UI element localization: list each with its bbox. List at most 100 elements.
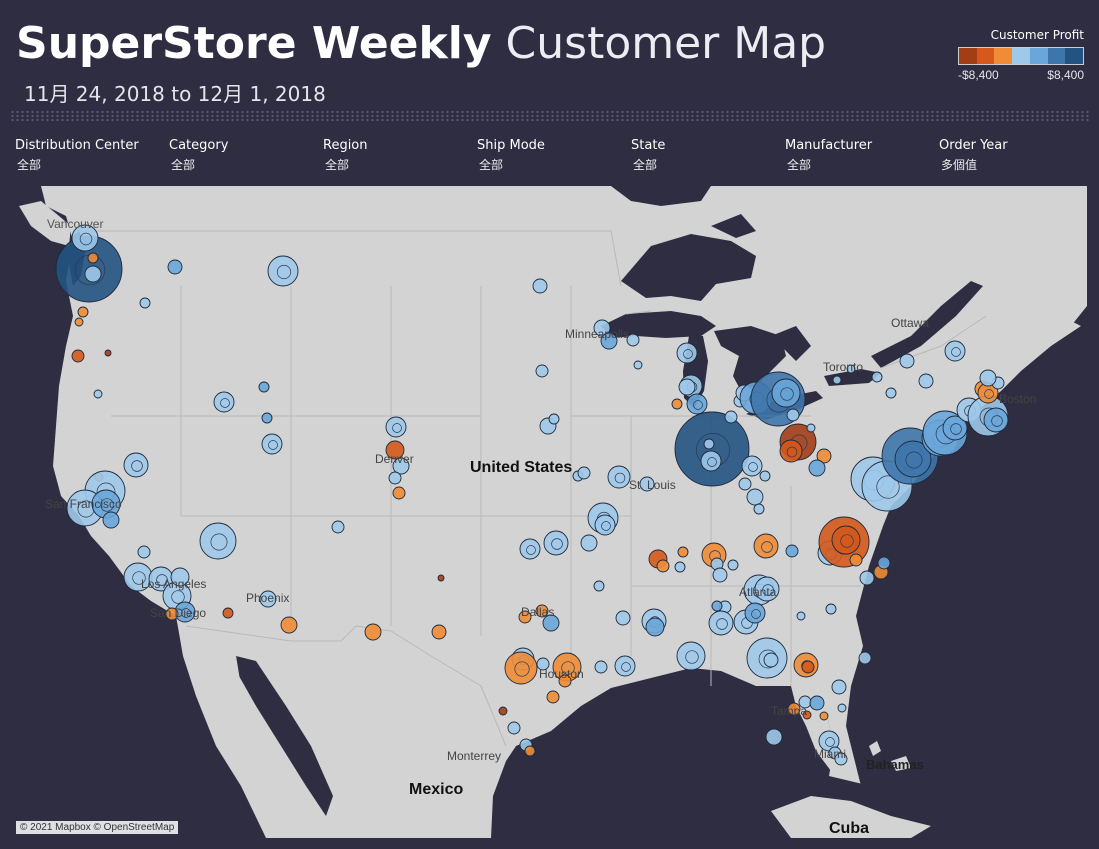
customer-circle[interactable] bbox=[594, 660, 608, 674]
customer-circle[interactable] bbox=[785, 544, 799, 558]
customer-circle[interactable] bbox=[944, 340, 966, 362]
customer-circle[interactable] bbox=[519, 538, 541, 560]
customer-circle[interactable] bbox=[796, 611, 806, 621]
customer-circle[interactable] bbox=[832, 375, 842, 385]
customer-circle[interactable] bbox=[700, 450, 722, 472]
customer-circle[interactable] bbox=[674, 561, 686, 573]
customer-circle[interactable] bbox=[808, 459, 826, 477]
customer-circle[interactable] bbox=[385, 440, 405, 460]
filter-ship-mode[interactable]: Ship Mode 全部 bbox=[477, 138, 617, 173]
customer-circle[interactable] bbox=[676, 641, 706, 671]
customer-circle[interactable] bbox=[753, 503, 765, 515]
customer-circle[interactable] bbox=[331, 520, 345, 534]
customer-circle[interactable] bbox=[837, 703, 847, 713]
customer-circle[interactable] bbox=[261, 412, 273, 424]
customer-circle[interactable] bbox=[102, 511, 120, 529]
customer-circle[interactable] bbox=[165, 607, 179, 621]
customer-circle[interactable] bbox=[846, 364, 856, 374]
customer-circle[interactable] bbox=[137, 545, 151, 559]
customer-circle[interactable] bbox=[819, 711, 829, 721]
customer-circle[interactable] bbox=[593, 580, 605, 592]
filter-value[interactable]: 全部 bbox=[171, 158, 196, 172]
customer-circle[interactable] bbox=[656, 559, 670, 573]
filter-region[interactable]: Region 全部 bbox=[323, 138, 463, 173]
customer-circle[interactable] bbox=[858, 651, 872, 665]
filter-value[interactable]: 全部 bbox=[17, 158, 42, 172]
customer-circle[interactable] bbox=[894, 440, 932, 478]
customer-circle[interactable] bbox=[123, 452, 149, 478]
customer-circle[interactable] bbox=[507, 721, 521, 735]
customer-circle[interactable] bbox=[942, 415, 968, 441]
customer-circle[interactable] bbox=[831, 679, 847, 695]
customer-circle[interactable] bbox=[633, 360, 643, 370]
customer-circle[interactable] bbox=[802, 710, 812, 720]
customer-circle[interactable] bbox=[548, 413, 560, 425]
customer-circle[interactable] bbox=[831, 525, 861, 555]
customer-circle[interactable] bbox=[498, 706, 508, 716]
customer-circle[interactable] bbox=[771, 378, 801, 408]
filter-value[interactable]: 全部 bbox=[787, 158, 812, 172]
customer-map[interactable]: United States Mexico Cuba Bahamas Vancou… bbox=[11, 186, 1087, 838]
filter-distribution-center[interactable]: Distribution Center 全部 bbox=[15, 138, 155, 173]
customer-circle[interactable] bbox=[639, 476, 655, 492]
customer-circle[interactable] bbox=[87, 252, 99, 264]
customer-circle[interactable] bbox=[267, 255, 299, 287]
customer-circle[interactable] bbox=[816, 448, 832, 464]
customer-circles[interactable] bbox=[55, 224, 1009, 766]
customer-circle[interactable] bbox=[437, 574, 445, 582]
customer-circle[interactable] bbox=[674, 411, 750, 487]
customer-circle[interactable] bbox=[74, 317, 84, 327]
filter-order-year[interactable]: Order Year 多個值 bbox=[939, 138, 1079, 173]
customer-circle[interactable] bbox=[71, 349, 85, 363]
customer-circle[interactable] bbox=[712, 567, 728, 583]
customer-circle[interactable] bbox=[765, 728, 783, 746]
customer-circle[interactable] bbox=[535, 364, 549, 378]
customer-circle[interactable] bbox=[532, 278, 548, 294]
customer-circle[interactable] bbox=[280, 616, 298, 634]
customer-circle[interactable] bbox=[392, 486, 406, 500]
customer-circle[interactable] bbox=[806, 423, 816, 433]
customer-circle[interactable] bbox=[676, 342, 698, 364]
customer-circle[interactable] bbox=[979, 369, 997, 387]
customer-circle[interactable] bbox=[753, 533, 779, 559]
customer-circle[interactable] bbox=[738, 477, 752, 491]
customer-circle[interactable] bbox=[170, 567, 190, 587]
customer-circle[interactable] bbox=[558, 674, 572, 688]
customer-circle[interactable] bbox=[77, 306, 89, 318]
customer-circle[interactable] bbox=[727, 559, 739, 571]
customer-circle[interactable] bbox=[84, 265, 102, 283]
customer-circle[interactable] bbox=[93, 389, 103, 399]
customer-circle[interactable] bbox=[392, 457, 410, 475]
customer-circle[interactable] bbox=[259, 590, 277, 608]
customer-circle[interactable] bbox=[645, 617, 665, 637]
customer-circle[interactable] bbox=[600, 332, 618, 350]
customer-circle[interactable] bbox=[213, 391, 235, 413]
customer-circle[interactable] bbox=[885, 387, 897, 399]
customer-circle[interactable] bbox=[724, 410, 738, 424]
customer-circle[interactable] bbox=[787, 702, 801, 716]
customer-circle[interactable] bbox=[71, 224, 99, 252]
customer-circle[interactable] bbox=[871, 371, 883, 383]
customer-circle[interactable] bbox=[577, 466, 591, 480]
customer-circle[interactable] bbox=[542, 614, 560, 632]
customer-circle[interactable] bbox=[703, 438, 715, 450]
customer-circle[interactable] bbox=[546, 690, 560, 704]
customer-circle[interactable] bbox=[388, 471, 402, 485]
customer-circle[interactable] bbox=[786, 408, 800, 422]
customer-circle[interactable] bbox=[524, 745, 536, 757]
customer-circle[interactable] bbox=[543, 530, 569, 556]
customer-circle[interactable] bbox=[877, 556, 891, 570]
customer-circle[interactable] bbox=[536, 657, 550, 671]
customer-circle[interactable] bbox=[899, 353, 915, 369]
customer-circle[interactable] bbox=[615, 610, 631, 626]
customer-circle[interactable] bbox=[859, 570, 875, 586]
filter-value[interactable]: 全部 bbox=[479, 158, 504, 172]
customer-circle[interactable] bbox=[809, 695, 825, 711]
customer-circle[interactable] bbox=[199, 522, 237, 560]
filter-category[interactable]: Category 全部 bbox=[169, 138, 309, 173]
customer-circle[interactable] bbox=[593, 319, 611, 337]
customer-circle[interactable] bbox=[504, 651, 538, 685]
filter-value[interactable]: 全部 bbox=[633, 158, 658, 172]
filter-manufacturer[interactable]: Manufacturer 全部 bbox=[785, 138, 925, 173]
customer-circle[interactable] bbox=[671, 398, 683, 410]
